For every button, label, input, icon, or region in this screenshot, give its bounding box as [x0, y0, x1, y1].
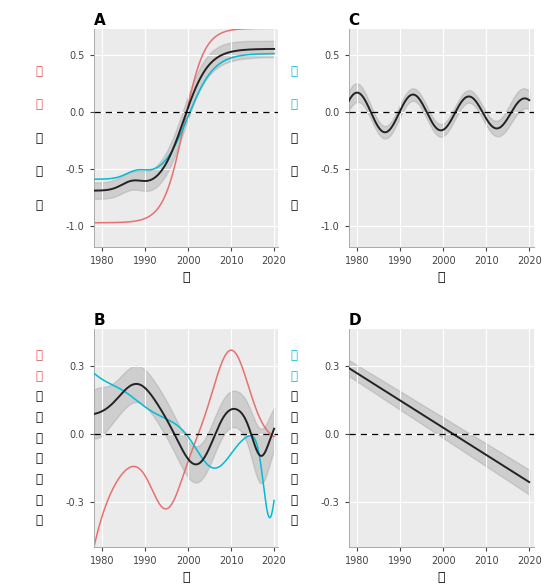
Text: の: の [290, 390, 297, 403]
Text: の: の [35, 390, 42, 403]
Text: 表: 表 [35, 65, 42, 78]
Text: 層: 層 [35, 369, 42, 383]
Text: 存: 存 [35, 432, 42, 445]
Text: の: の [290, 132, 297, 145]
Text: C: C [349, 14, 360, 28]
Text: 濃: 濃 [290, 494, 297, 507]
Text: 溶: 溶 [35, 411, 42, 424]
Text: 水: 水 [35, 165, 42, 178]
Text: 度: 度 [35, 514, 42, 527]
Text: 底: 底 [290, 65, 297, 78]
Text: D: D [349, 313, 361, 328]
X-axis label: 年: 年 [437, 272, 445, 285]
Text: 濃: 濃 [35, 494, 42, 507]
Text: 度: 度 [290, 514, 297, 527]
Text: 底: 底 [290, 349, 297, 362]
Text: 表: 表 [35, 349, 42, 362]
Text: 存: 存 [290, 432, 297, 445]
Text: 層: 層 [290, 98, 297, 111]
Text: 温: 温 [290, 199, 297, 212]
Text: 温: 温 [35, 199, 42, 212]
Text: B: B [94, 313, 105, 328]
X-axis label: 年: 年 [437, 572, 445, 584]
Text: A: A [94, 14, 105, 28]
Text: 酸: 酸 [35, 452, 42, 465]
Text: 水: 水 [290, 165, 297, 178]
Text: 層: 層 [290, 369, 297, 383]
Text: 素: 素 [35, 473, 42, 486]
Text: 素: 素 [290, 473, 297, 486]
X-axis label: 年: 年 [182, 272, 190, 285]
Text: 酸: 酸 [290, 452, 297, 465]
Text: 層: 層 [35, 98, 42, 111]
Text: 溶: 溶 [290, 411, 297, 424]
X-axis label: 年: 年 [182, 572, 190, 584]
Text: の: の [35, 132, 42, 145]
